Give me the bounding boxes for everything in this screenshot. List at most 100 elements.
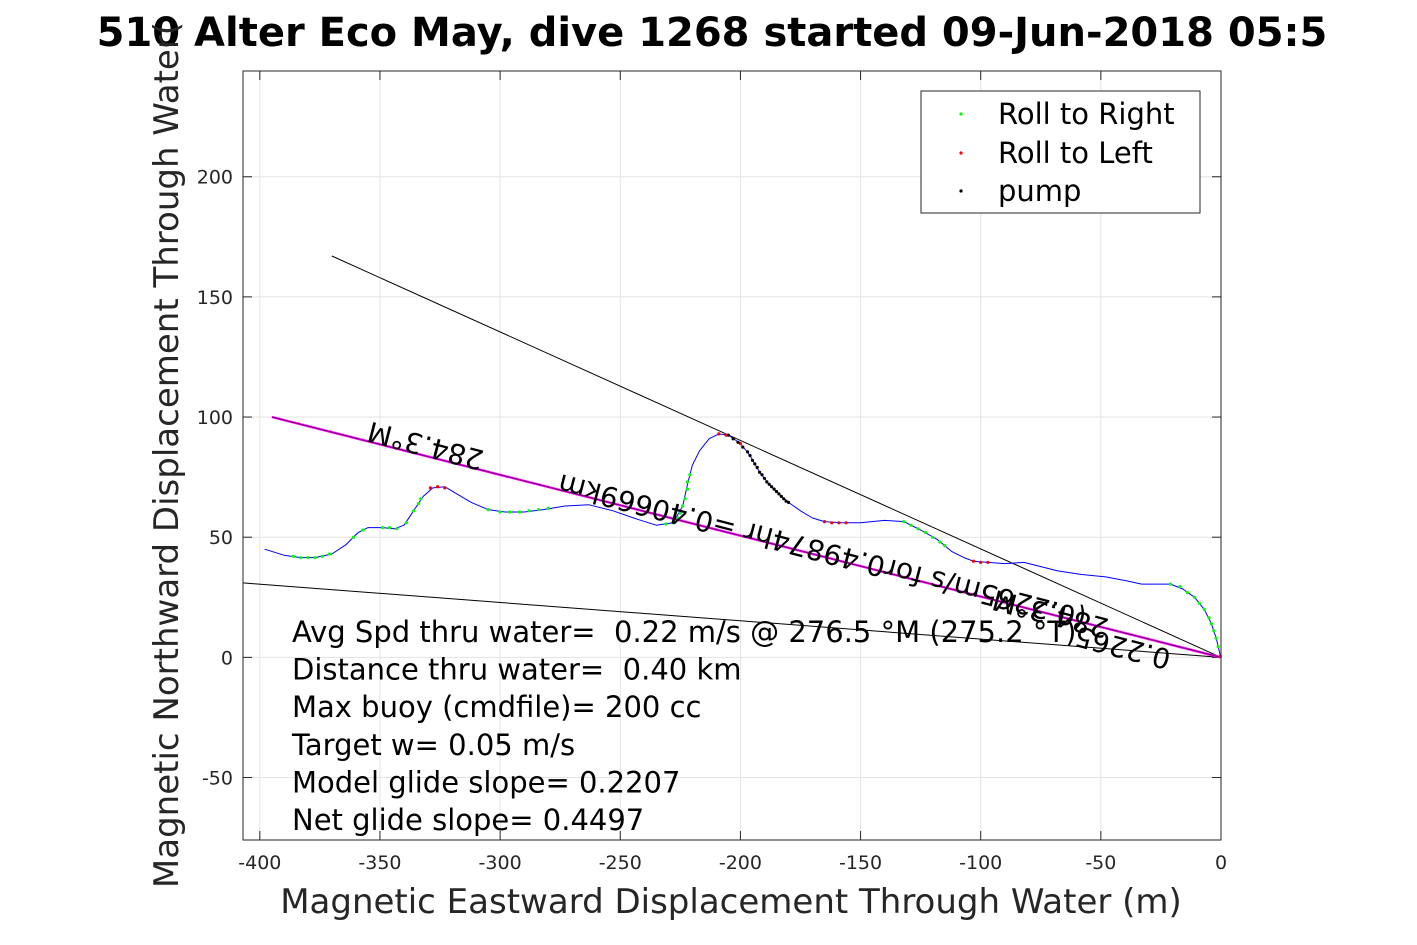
roll-right-point <box>931 535 935 539</box>
pump-point <box>741 445 745 449</box>
roll-right-point <box>923 530 928 535</box>
roll-right-point <box>527 509 531 513</box>
pump-point <box>755 465 759 470</box>
roll-right-point <box>678 511 682 515</box>
roll-right-point <box>404 521 408 525</box>
legend-marker-roll-left <box>959 151 963 155</box>
x-tick-label: -100 <box>959 852 1002 874</box>
roll-right-point <box>517 510 521 514</box>
pump-point <box>760 473 764 477</box>
roll-left-point <box>844 521 848 525</box>
pump-point <box>786 500 791 504</box>
roll-right-point <box>676 516 680 520</box>
roll-right-point <box>498 510 502 514</box>
roll-right-point <box>361 528 365 532</box>
x-tick-label: -50 <box>1085 852 1116 874</box>
roll-right-point <box>943 544 947 548</box>
y-tick-label: 100 <box>197 407 233 429</box>
roll-right-point <box>1212 629 1216 633</box>
legend-label-roll-left: Roll to Left <box>998 136 1153 170</box>
roll-right-point <box>351 535 356 539</box>
roll-right-point <box>299 556 303 560</box>
roll-right-point <box>313 556 317 560</box>
x-tick-label: -200 <box>719 852 762 874</box>
roll-left-point <box>443 486 447 490</box>
roll-right-point <box>671 521 675 525</box>
y-tick-label: 150 <box>197 287 233 309</box>
x-tick-label: -150 <box>839 852 882 874</box>
pump-point <box>767 482 771 486</box>
pump-point <box>762 476 767 480</box>
y-tick-label: 0 <box>221 647 233 669</box>
roll-right-point <box>537 508 541 512</box>
roll-left-point <box>436 485 440 489</box>
roll-right-point <box>320 554 324 559</box>
roll-left-point <box>830 521 834 525</box>
roll-left-point <box>837 521 841 525</box>
roll-left-point <box>986 560 990 565</box>
reference-lines <box>242 255 1222 659</box>
y-tick-label: 50 <box>209 527 233 549</box>
pump-point <box>758 470 762 474</box>
x-tick-label: -350 <box>358 852 401 874</box>
roll-right-point <box>1207 616 1211 620</box>
roll-right-point <box>1178 584 1182 589</box>
roll-right-point <box>902 520 906 524</box>
roll-left-point <box>428 486 432 490</box>
upper-bound <box>331 255 1222 658</box>
plot-frame <box>242 70 1222 841</box>
axis-ticks: -400 -350 -300 -250 -200 -150 -100 -50 0 -50 0 50 10… <box>197 71 1227 874</box>
roll-right-point <box>419 497 423 501</box>
stat-line: Net glide slope= 0.4497 <box>292 803 644 837</box>
roll-right-point <box>1209 622 1213 626</box>
roll-right-point <box>681 504 685 508</box>
pump-point <box>765 480 769 484</box>
lower-bound <box>242 582 1222 658</box>
pump-point <box>746 450 750 454</box>
y-tick-label: 200 <box>197 167 233 189</box>
roll-right-point <box>1193 595 1197 599</box>
roll-right-point <box>916 527 920 531</box>
stat-line: Model glide slope= 0.2207 <box>292 765 680 799</box>
pump-point <box>736 440 740 444</box>
pump-point <box>784 499 788 503</box>
roll-right-point <box>508 510 512 514</box>
x-tick-label: -300 <box>479 852 522 874</box>
legend-box <box>920 90 1201 214</box>
pump-point <box>782 497 786 501</box>
stat-line: Distance thru water= 0.40 km <box>292 653 742 687</box>
roll-right-point <box>412 509 416 513</box>
y-axis-label: Magnetic Northward Displacement Through … <box>147 22 187 888</box>
roll-right-point <box>683 497 687 501</box>
x-tick-label: 0 <box>1215 852 1227 874</box>
legend-marker-pump <box>959 189 963 193</box>
legend-label-roll-right: Roll to Right <box>998 97 1175 131</box>
roll-left-point <box>822 520 827 524</box>
roll-right-point <box>1197 601 1201 605</box>
x-tick-label: -250 <box>599 852 642 874</box>
heading-line-core <box>271 416 1222 658</box>
legend-label-pump: pump <box>998 174 1081 208</box>
legend-marker-roll-right <box>959 112 963 116</box>
roll-left-point <box>724 433 728 437</box>
roll-left-point <box>971 559 976 563</box>
roll-right-point <box>664 522 668 526</box>
pump-point <box>777 492 781 496</box>
pump-point <box>779 494 783 498</box>
x-tick-label: -400 <box>238 852 281 874</box>
chart-title: 510 Alter Eco May, dive 1268 started 09-… <box>97 10 1328 56</box>
roll-right-point <box>688 473 692 477</box>
x-axis-label: Magnetic Eastward Displacement Through W… <box>280 882 1182 922</box>
y-tick-label: -50 <box>202 768 233 790</box>
pump-point <box>772 487 776 491</box>
pump-point <box>770 485 774 489</box>
dive-statistics: Avg Spd thru water= 0.22 m/s @ 276.5 °M … <box>291 615 1076 837</box>
pump-point <box>726 433 731 437</box>
roll-right-point <box>1202 607 1206 611</box>
roll-right-point <box>909 523 913 527</box>
pump-point <box>748 453 752 458</box>
roll-right-point <box>1168 582 1173 586</box>
roll-left-point <box>717 432 721 436</box>
track-markers <box>291 432 1222 658</box>
roll-right-point <box>546 506 550 510</box>
